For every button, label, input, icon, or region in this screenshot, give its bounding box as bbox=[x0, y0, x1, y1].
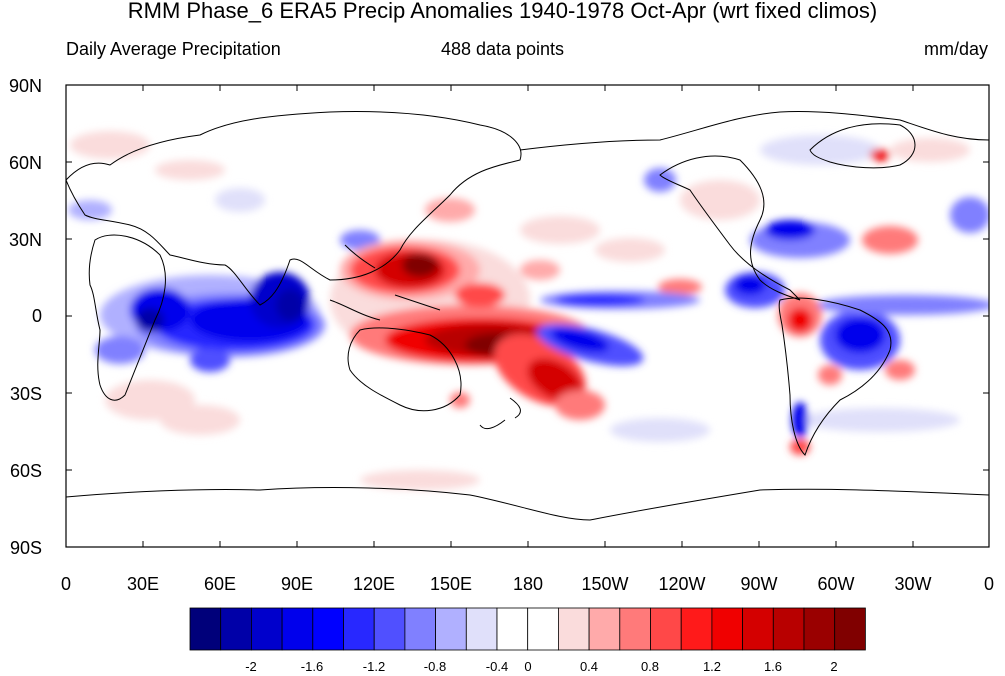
axis-ticks bbox=[65, 84, 989, 548]
colorbar-box bbox=[435, 607, 467, 651]
colorbar-box bbox=[619, 607, 651, 651]
colorbar-box bbox=[465, 607, 498, 651]
coastlines bbox=[66, 111, 989, 521]
lon-label: 180 bbox=[512, 574, 544, 594]
colorbar-box bbox=[343, 607, 375, 651]
colorbar-label: -0.4 bbox=[485, 659, 509, 674]
colorbar-box bbox=[373, 607, 406, 651]
lat-label: 30S bbox=[9, 384, 42, 404]
colorbar-box bbox=[527, 607, 559, 651]
map-title: RMM Phase_6 ERA5 Precip Anomalies 1940-1… bbox=[127, 0, 878, 23]
colorbar-label: -2 bbox=[245, 659, 257, 674]
lat-label: 90S bbox=[9, 538, 42, 558]
colorbar-box bbox=[711, 607, 744, 651]
colorbar-label: 2 bbox=[830, 659, 838, 674]
colorbar-box bbox=[834, 607, 866, 651]
colorbar-label: -1.6 bbox=[300, 659, 324, 674]
lon-label: 0 bbox=[60, 574, 71, 594]
colorbar-label: 0.4 bbox=[579, 659, 599, 674]
anomaly-field bbox=[68, 131, 989, 490]
colorbar-box bbox=[312, 607, 344, 651]
lon-label: 60E bbox=[203, 574, 237, 594]
lat-label: 30N bbox=[8, 230, 42, 250]
lon-label: 0 bbox=[983, 574, 994, 594]
lat-label: 60N bbox=[8, 153, 42, 173]
colorbar-label: 0 bbox=[524, 659, 532, 674]
lon-label: 120W bbox=[658, 574, 706, 594]
colorbar-box bbox=[803, 607, 836, 651]
lon-label: 90E bbox=[280, 574, 314, 594]
colorbar-label: 1.6 bbox=[763, 659, 783, 674]
colorbar-label: -0.8 bbox=[423, 659, 447, 674]
lat-label: 0 bbox=[31, 306, 42, 326]
lon-label: 30E bbox=[126, 574, 160, 594]
lat-label: 60S bbox=[9, 461, 42, 481]
units-label: mm/day bbox=[923, 39, 988, 59]
lon-label: 60W bbox=[817, 574, 855, 594]
lon-label: 90W bbox=[740, 574, 778, 594]
colorbar-box bbox=[742, 607, 774, 651]
lon-label: 150W bbox=[581, 574, 629, 594]
colorbar-box bbox=[558, 607, 590, 651]
lon-label: 150E bbox=[429, 574, 473, 594]
data-points-label: 488 data points bbox=[440, 39, 565, 59]
lat-label: 90N bbox=[8, 76, 42, 96]
colorbar bbox=[189, 607, 866, 651]
colorbar-box bbox=[189, 607, 222, 651]
lon-label: 30W bbox=[894, 574, 932, 594]
colorbar-box bbox=[588, 607, 621, 651]
lon-label: 120E bbox=[352, 574, 396, 594]
colorbar-label: 0.8 bbox=[640, 659, 660, 674]
colorbar-box bbox=[680, 607, 713, 651]
colorbar-box bbox=[404, 607, 436, 651]
variable-label: Daily Average Precipitation bbox=[66, 39, 281, 59]
colorbar-label: -1.2 bbox=[362, 659, 386, 674]
colorbar-box bbox=[650, 607, 682, 651]
colorbar-box bbox=[772, 607, 805, 651]
colorbar-box bbox=[496, 607, 529, 651]
colorbar-box bbox=[220, 607, 252, 651]
colorbar-box bbox=[250, 607, 283, 651]
colorbar-box bbox=[281, 607, 314, 651]
colorbar-label: 1.2 bbox=[702, 659, 722, 674]
